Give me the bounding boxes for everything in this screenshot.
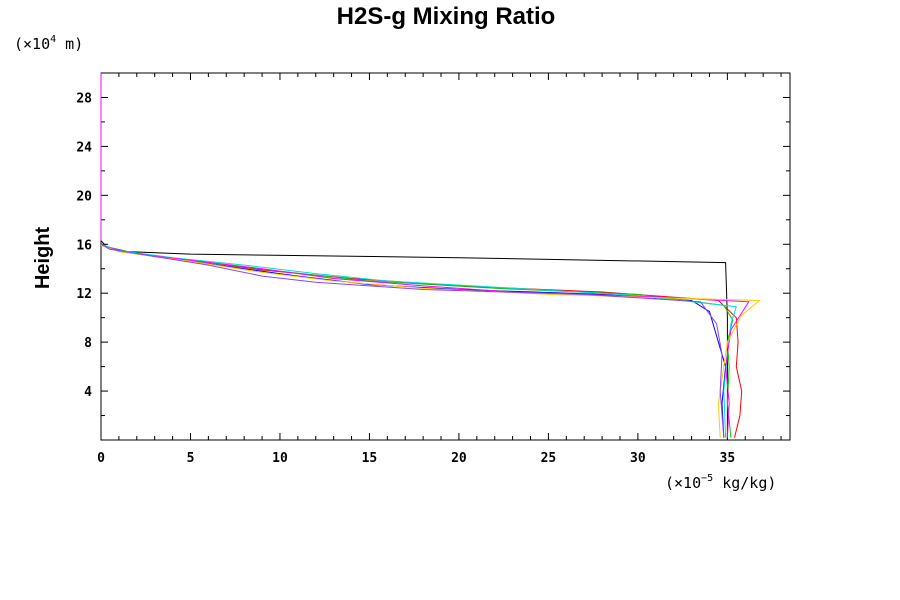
- plot-frame: [100, 72, 791, 441]
- y-axis-label: Height: [32, 227, 54, 290]
- x-tick-label: 10: [272, 451, 288, 466]
- chart-title: H2S-g Mixing Ratio: [337, 3, 556, 30]
- x-tick-label: 15: [362, 451, 378, 466]
- series-lines: [100, 73, 761, 438]
- series-line-4: [100, 245, 734, 438]
- x-tick-label: 20: [451, 451, 467, 466]
- series-line-1: [100, 240, 728, 438]
- x-unit-exponent: −5: [701, 473, 713, 484]
- y-unit-exponent: 4: [50, 34, 56, 45]
- series-line-3: [100, 243, 727, 438]
- y-tick-label: 4: [84, 385, 92, 400]
- y-tick-label: 28: [76, 91, 92, 106]
- x-tick-label: 25: [541, 451, 557, 466]
- y-unit-prefix: (×10: [14, 35, 50, 53]
- y-tick-label: 20: [76, 189, 92, 204]
- y-unit-label: (×104 m): [14, 34, 83, 53]
- y-unit-suffix: m): [56, 35, 83, 53]
- series-line-6: [100, 245, 750, 438]
- y-tick-label: 16: [76, 238, 92, 253]
- tick-labels: 0 5 10 15 20 25 30 35 4 8 12 16 20 24 28: [76, 91, 735, 466]
- axis-ticks: [100, 72, 790, 441]
- x-tick-label: 5: [187, 451, 195, 466]
- x-tick-label: 35: [720, 451, 736, 466]
- x-unit-prefix: (×10: [665, 474, 701, 492]
- series-line-5: [100, 243, 737, 438]
- series-line-7: [100, 245, 761, 438]
- x-unit-suffix: kg/kg): [713, 474, 776, 492]
- y-tick-label: 24: [76, 140, 92, 155]
- x-tick-label: 0: [97, 451, 105, 466]
- y-tick-label: 12: [76, 287, 92, 302]
- x-unit-label: (×10−5 kg/kg): [665, 473, 776, 492]
- x-tick-label: 30: [630, 451, 646, 466]
- series-line-2: [100, 243, 743, 438]
- series-line-8: [100, 243, 725, 438]
- y-tick-label: 8: [84, 336, 92, 351]
